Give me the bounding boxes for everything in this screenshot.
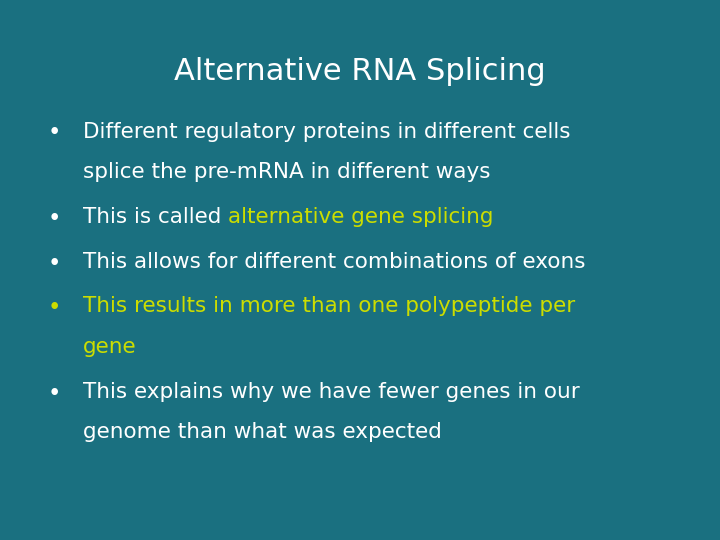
Text: •: •	[48, 382, 60, 405]
Text: This is called: This is called	[83, 207, 228, 227]
Text: alternative gene splicing: alternative gene splicing	[228, 207, 493, 227]
Text: This explains why we have fewer genes in our: This explains why we have fewer genes in…	[83, 382, 580, 402]
Text: This results in more than one polypeptide per: This results in more than one polypeptid…	[83, 296, 575, 316]
Text: •: •	[48, 252, 60, 275]
Text: Alternative RNA Splicing: Alternative RNA Splicing	[174, 57, 546, 86]
Text: •: •	[48, 296, 60, 320]
Text: Different regulatory proteins in different cells: Different regulatory proteins in differe…	[83, 122, 570, 141]
Text: This allows for different combinations of exons: This allows for different combinations o…	[83, 252, 585, 272]
Text: •: •	[48, 122, 60, 145]
Text: genome than what was expected: genome than what was expected	[83, 422, 441, 442]
Text: •: •	[48, 207, 60, 230]
Text: gene: gene	[83, 337, 136, 357]
Text: splice the pre-mRNA in different ways: splice the pre-mRNA in different ways	[83, 162, 490, 182]
